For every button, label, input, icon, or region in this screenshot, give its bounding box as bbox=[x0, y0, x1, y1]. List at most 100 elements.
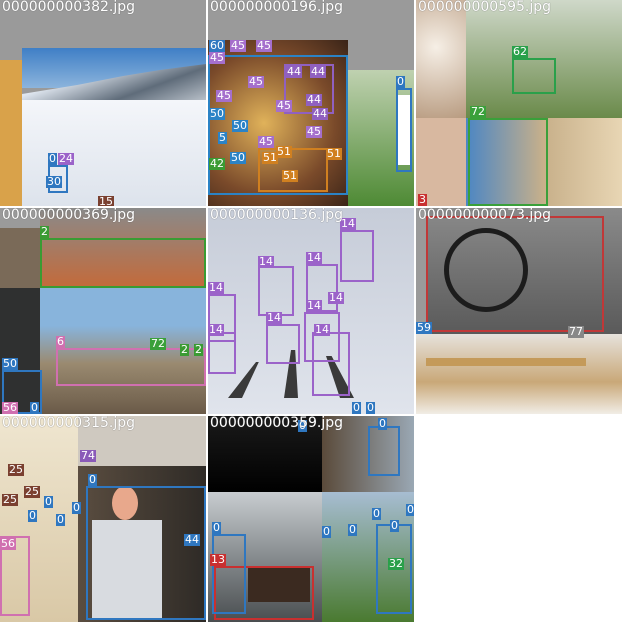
detection-label: 25 bbox=[8, 463, 24, 476]
left-strip bbox=[0, 60, 22, 206]
train-photo bbox=[40, 288, 206, 414]
detection-label: 3 bbox=[418, 193, 427, 206]
detection-label: 45 bbox=[230, 39, 246, 52]
detection-label: 77 bbox=[568, 325, 584, 338]
detection-label: 25 bbox=[2, 493, 18, 506]
detection-box bbox=[208, 55, 348, 195]
detection-label: 44 bbox=[310, 65, 326, 78]
detection-box bbox=[396, 88, 412, 172]
detection-label: 32 bbox=[388, 557, 404, 570]
detection-label: 59 bbox=[416, 321, 432, 334]
field-photo bbox=[322, 492, 414, 622]
image-tile: 0 0 0 0 0 0 0 0 13 32 000000000359.jpg bbox=[208, 416, 414, 622]
detection-label: 56 bbox=[2, 401, 18, 414]
player bbox=[398, 95, 412, 165]
detection-label: 14 bbox=[340, 217, 356, 230]
detection-label: 51 bbox=[262, 151, 278, 164]
detection-box bbox=[468, 118, 548, 206]
detection-box bbox=[306, 264, 338, 312]
detection-label: 45 bbox=[209, 51, 225, 64]
image-tile: 2 6 72 2 2 50 56 0 000000000369.jpg bbox=[0, 208, 206, 414]
image-tile: 60 45 45 45 44 44 45 45 44 50 50 45 45 4… bbox=[208, 0, 414, 206]
detection-label: 56 bbox=[0, 537, 16, 550]
books-photo bbox=[0, 416, 78, 622]
detection-label: 44 bbox=[312, 107, 328, 120]
detection-label: 5 bbox=[218, 131, 227, 144]
detection-box bbox=[258, 266, 294, 316]
detection-box bbox=[312, 332, 350, 396]
detection-label: 2 bbox=[194, 343, 203, 356]
detection-label: 45 bbox=[256, 39, 272, 52]
detection-box bbox=[368, 426, 400, 476]
detection-label: 0 bbox=[352, 401, 361, 414]
tree-photo bbox=[0, 228, 40, 288]
detection-label: 50 bbox=[230, 151, 246, 164]
detection-label: 45 bbox=[276, 99, 292, 112]
bed-photo bbox=[416, 334, 622, 414]
cat-photo bbox=[416, 118, 466, 206]
detection-label: 0 bbox=[390, 519, 399, 532]
detection-label: 15 bbox=[98, 195, 114, 206]
image-filename: 000000000382.jpg bbox=[2, 0, 135, 15]
detection-label: 0 bbox=[378, 417, 387, 430]
detection-label: 13 bbox=[210, 553, 226, 566]
detection-label: 51 bbox=[282, 169, 298, 182]
detection-label: 24 bbox=[58, 152, 74, 165]
kitchen-photo bbox=[466, 118, 622, 206]
detection-label: 14 bbox=[314, 323, 330, 336]
wheel bbox=[444, 228, 528, 312]
image-filename: 000000000359.jpg bbox=[210, 416, 343, 431]
detection-label: 0 bbox=[406, 503, 414, 516]
detection-label: 14 bbox=[328, 291, 344, 304]
detection-label: 72 bbox=[470, 105, 486, 118]
detection-label: 14 bbox=[266, 311, 282, 324]
detection-label: 0 bbox=[348, 523, 357, 536]
detection-label: 25 bbox=[24, 485, 40, 498]
detection-label: 0 bbox=[298, 419, 307, 432]
detection-label: 2 bbox=[180, 343, 189, 356]
image-filename: 000000000595.jpg bbox=[418, 0, 551, 15]
lamp-photo bbox=[416, 0, 466, 118]
detection-label: 44 bbox=[286, 65, 302, 78]
detection-label: 0 bbox=[30, 401, 39, 414]
detection-box bbox=[208, 294, 236, 342]
detection-label: 50 bbox=[232, 119, 248, 132]
man-head bbox=[112, 486, 138, 520]
detection-label: 2 bbox=[40, 225, 49, 238]
detection-label: 14 bbox=[208, 323, 224, 336]
detection-label: 51 bbox=[276, 145, 292, 158]
detection-label: 0 bbox=[88, 473, 97, 486]
detection-box bbox=[0, 536, 30, 616]
detection-label: 0 bbox=[44, 495, 53, 508]
image-filename: 000000000136.jpg bbox=[210, 208, 343, 223]
detection-box bbox=[512, 58, 556, 94]
detection-box bbox=[40, 238, 206, 288]
detection-box bbox=[258, 148, 328, 192]
detection-label: 44 bbox=[184, 533, 200, 546]
detection-label: 44 bbox=[306, 93, 322, 106]
bench bbox=[248, 566, 310, 602]
image-filename: 000000000196.jpg bbox=[210, 0, 343, 15]
detection-label: 0 bbox=[72, 501, 81, 514]
detection-box bbox=[208, 332, 236, 374]
detection-label: 45 bbox=[306, 125, 322, 138]
dark-photo bbox=[0, 288, 40, 414]
detection-label: 50 bbox=[2, 357, 18, 370]
detection-box bbox=[212, 534, 246, 614]
detection-box bbox=[214, 566, 314, 620]
detection-label: 45 bbox=[216, 89, 232, 102]
detection-label: 50 bbox=[209, 107, 225, 120]
detection-label: 6 bbox=[56, 335, 65, 348]
image-filename: 000000000073.jpg bbox=[418, 208, 551, 223]
detection-label: 45 bbox=[248, 75, 264, 88]
detection-box bbox=[266, 324, 300, 364]
detection-label: 51 bbox=[326, 147, 342, 160]
detection-label: 72 bbox=[150, 337, 166, 350]
image-filename: 000000000315.jpg bbox=[2, 416, 135, 431]
image-tile: 14 14 14 14 14 14 14 14 14 0 0 000000000… bbox=[208, 208, 414, 414]
image-tile: 0 24 30 15 000000000382.jpg bbox=[0, 0, 206, 206]
detection-label: 14 bbox=[208, 281, 224, 294]
detection-label: 14 bbox=[306, 299, 322, 312]
man-shirt bbox=[92, 520, 162, 620]
